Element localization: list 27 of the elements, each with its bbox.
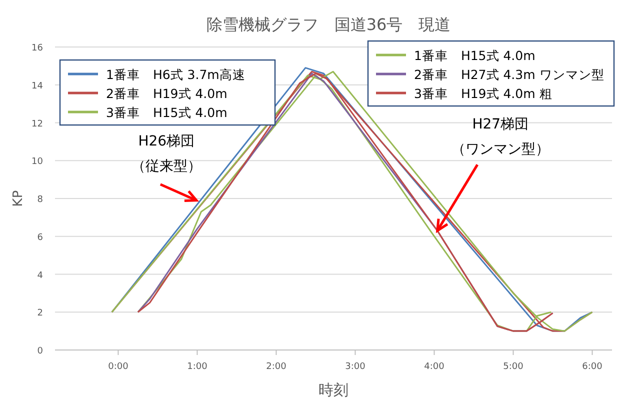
x-tick-label: 5:00: [503, 362, 524, 372]
x-axis-title: 時刻: [318, 381, 348, 399]
annotation: H27梯団（ワンマン型）: [451, 116, 550, 158]
legend-label: 2番車 H19式 4.0m: [106, 86, 228, 101]
y-axis-title: KP: [11, 190, 26, 207]
x-tick-label: 4:00: [424, 362, 445, 372]
legend-label: 2番車 H27式 4.3m ワンマン型: [414, 67, 604, 82]
x-tick-label: 1:00: [187, 362, 208, 372]
x-tick-label: 6:00: [582, 362, 603, 372]
legend-label: 3番車 H15式 4.0m: [106, 105, 228, 120]
y-tick-label: 6: [37, 232, 44, 243]
y-tick-label: 12: [32, 119, 43, 130]
annotation: H26梯団（従来型）: [131, 133, 202, 174]
y-tick-label: 8: [37, 195, 44, 205]
y-tick-label: 4: [37, 270, 44, 281]
x-tick-label: 2:00: [266, 362, 287, 372]
y-tick-label: 16: [32, 44, 44, 54]
legend-label: 1番車 H15式 4.0m: [414, 48, 536, 63]
y-tick-label: 2: [37, 308, 43, 319]
legend-label: 1番車 H6式 3.7m高速: [106, 67, 246, 82]
y-tick-label: 0: [37, 346, 44, 356]
legend-label: 3番車 H19式 4.0m 粗: [414, 86, 552, 101]
chart-title: 除雪機械グラフ 国道36号 現道: [206, 15, 451, 34]
x-tick-label: 0:00: [108, 362, 129, 372]
y-tick-label: 14: [32, 81, 44, 92]
y-tick-label: 10: [32, 157, 44, 168]
x-tick-label: 3:00: [345, 362, 366, 372]
